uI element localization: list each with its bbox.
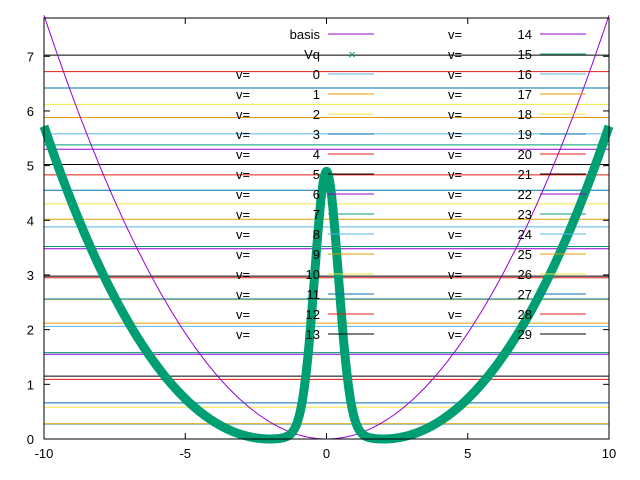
- y-tick-label: 2: [27, 323, 34, 338]
- x-tick-label: 10: [602, 446, 616, 461]
- legend-v3-label: 3: [313, 127, 320, 142]
- legend-v18-prefix: v=: [448, 107, 462, 122]
- legend-v27-label: 27: [518, 287, 532, 302]
- legend-vq-label: Vq: [304, 47, 320, 62]
- x-tick-label: -10: [35, 446, 54, 461]
- legend-v9-prefix: v=: [236, 247, 250, 262]
- legend-v13-label: 13: [306, 327, 320, 342]
- legend-v17-label: 17: [518, 87, 532, 102]
- legend-v23-label: 23: [518, 207, 532, 222]
- legend-v27-prefix: v=: [448, 287, 462, 302]
- legend-v5-prefix: v=: [236, 167, 250, 182]
- legend-v21-label: 21: [518, 167, 532, 182]
- legend-v4-prefix: v=: [236, 147, 250, 162]
- legend-v20-label: 20: [518, 147, 532, 162]
- legend-v0-prefix: v=: [236, 67, 250, 82]
- legend-v29-prefix: v=: [448, 327, 462, 342]
- legend-v2-label: 2: [313, 107, 320, 122]
- legend-v16-prefix: v=: [448, 67, 462, 82]
- legend-vq-marker: ×: [348, 47, 356, 62]
- legend-v1-prefix: v=: [236, 87, 250, 102]
- y-tick-label: 1: [27, 377, 34, 392]
- legend-v24-prefix: v=: [448, 227, 462, 242]
- y-tick-label: 3: [27, 268, 34, 283]
- y-tick-label: 0: [27, 432, 34, 447]
- legend-v18-label: 18: [518, 107, 532, 122]
- legend-v20-prefix: v=: [448, 147, 462, 162]
- legend-v9-label: 9: [313, 247, 320, 262]
- legend-v22-prefix: v=: [448, 187, 462, 202]
- legend-v12-prefix: v=: [236, 307, 250, 322]
- legend-v26-label: 26: [518, 267, 532, 282]
- legend-v7-label: 7: [313, 207, 320, 222]
- legend-v29-label: 29: [518, 327, 532, 342]
- legend-v11-label: 11: [307, 287, 321, 302]
- legend-v19-prefix: v=: [448, 127, 462, 142]
- legend-v3-prefix: v=: [236, 127, 250, 142]
- legend-v14-prefix: v=: [448, 27, 462, 42]
- legend-v8-prefix: v=: [236, 227, 250, 242]
- legend-v21-prefix: v=: [448, 167, 462, 182]
- x-tick-label: -5: [179, 446, 191, 461]
- legend-v19-label: 19: [518, 127, 532, 142]
- legend-v25-label: 25: [518, 247, 532, 262]
- legend-v28-prefix: v=: [448, 307, 462, 322]
- legend-v14-label: 14: [518, 27, 532, 42]
- legend-v8-label: 8: [313, 227, 320, 242]
- y-tick-label: 6: [27, 104, 34, 119]
- legend-v26-prefix: v=: [448, 267, 462, 282]
- legend-v5-label: 5: [313, 167, 320, 182]
- x-tick-label: 5: [464, 446, 471, 461]
- legend-v11-prefix: v=: [236, 287, 250, 302]
- legend-v10-label: 10: [306, 267, 320, 282]
- legend-v15-label: 15: [518, 47, 532, 62]
- legend-v13-prefix: v=: [236, 327, 250, 342]
- y-tick-label: 5: [27, 159, 34, 174]
- y-tick-label: 7: [27, 49, 34, 64]
- legend-v6-label: 6: [313, 187, 320, 202]
- legend-v12-label: 12: [306, 307, 320, 322]
- legend-v7-prefix: v=: [236, 207, 250, 222]
- legend-basis-label: basis: [290, 27, 321, 42]
- legend-v10-prefix: v=: [236, 267, 250, 282]
- legend-v16-label: 16: [518, 67, 532, 82]
- legend-v15-prefix: v=: [448, 47, 462, 62]
- legend-v2-prefix: v=: [236, 107, 250, 122]
- legend-v4-label: 4: [313, 147, 320, 162]
- legend-v28-label: 28: [518, 307, 532, 322]
- legend-v1-label: 1: [313, 87, 320, 102]
- x-tick-label: 0: [323, 446, 330, 461]
- legend-v22-label: 22: [518, 187, 532, 202]
- legend-v6-prefix: v=: [236, 187, 250, 202]
- legend-v17-prefix: v=: [448, 87, 462, 102]
- legend: basis Vq × v= 0 v= 1 v= 2 v= 3 v= 4 v= 5 v= 6 v= 7 v= 8 v= 9 v=…: [236, 27, 586, 342]
- y-tick-label: 4: [27, 213, 34, 228]
- legend-v24-label: 24: [518, 227, 532, 242]
- legend-v0-label: 0: [313, 67, 320, 82]
- legend-v23-prefix: v=: [448, 207, 462, 222]
- legend-v25-prefix: v=: [448, 247, 462, 262]
